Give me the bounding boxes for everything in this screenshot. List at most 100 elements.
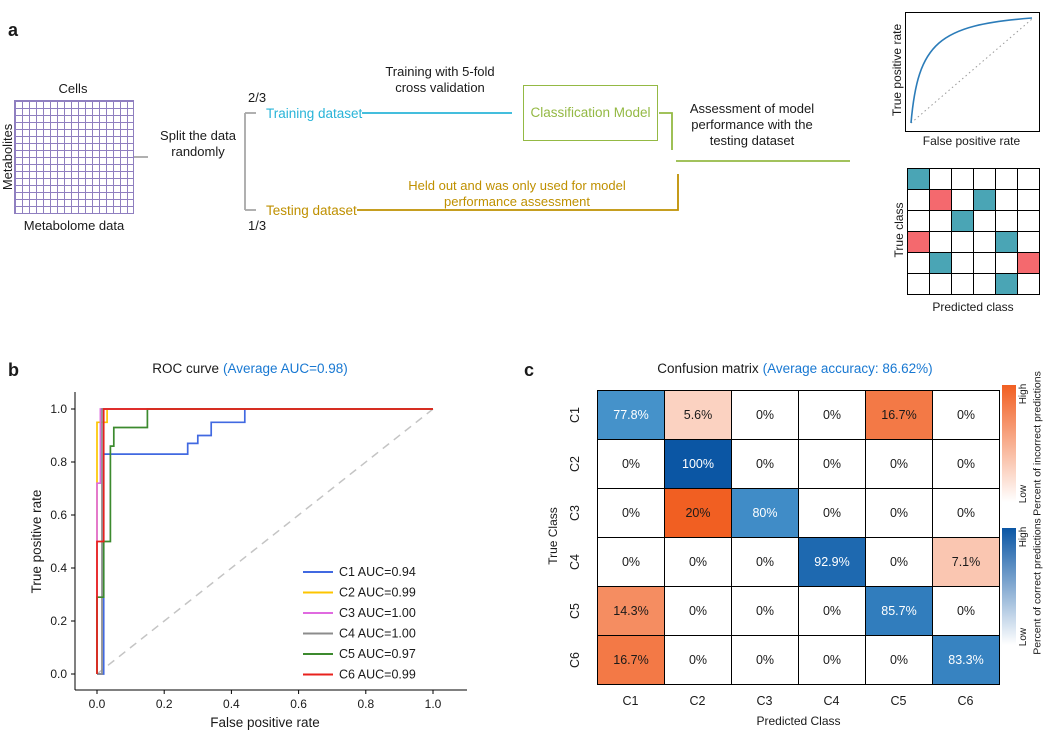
testing-fraction: 1/3: [248, 218, 267, 233]
confusion-cell: 0%: [798, 390, 866, 440]
confusion-row-label: C3: [568, 504, 582, 521]
confusion-cell: 80%: [731, 488, 799, 538]
training-dataset-label: Training dataset: [266, 106, 363, 121]
panel-b-label: b: [8, 360, 19, 380]
confusion-cell: 0%: [731, 586, 799, 636]
confusion-cell: 0%: [664, 635, 732, 685]
mini-matrix-cell: [907, 252, 930, 274]
panel-a-label: a: [8, 20, 19, 40]
confusion-col-label: C5: [890, 694, 907, 708]
confusion-cell: 0%: [798, 635, 866, 685]
mini-matrix-cell: [973, 252, 996, 274]
x-tick-label: 0.6: [290, 697, 307, 711]
mini-matrix-cell: [995, 231, 1018, 253]
classification-model-label: Classification Model: [530, 104, 651, 120]
confusion-cell: 92.9%: [798, 537, 866, 587]
y-tick-label: 0.2: [50, 614, 67, 628]
confusion-cell: 0%: [731, 635, 799, 685]
y-tick-label: 0.6: [50, 508, 67, 522]
mini-matrix-cell: [1017, 252, 1040, 274]
confusion-col-label: C4: [823, 694, 840, 708]
chance-diagonal: [96, 408, 434, 675]
confusion-cell: 77.8%: [597, 390, 665, 440]
mini-matrix-cell: [907, 273, 930, 295]
mini-matrix-cell: [995, 189, 1018, 211]
y-tick-label: 0.4: [50, 561, 67, 575]
confusion-title: Confusion matrix (Average accuracy: 86.62…: [575, 361, 1015, 376]
x-tick-label: 0.2: [156, 697, 173, 711]
mini-matrix-cell: [995, 252, 1018, 274]
confusion-cell: 0%: [731, 537, 799, 587]
metabolome-grid: [14, 100, 134, 214]
mini-confusion-box: [907, 168, 1040, 295]
x-tick-label: 0.0: [89, 697, 106, 711]
legend-entry: C6 AUC=0.99: [339, 668, 416, 682]
colorbar-correct-label: Percent of correct predictions: [1031, 518, 1044, 655]
mini-confusion-table: [907, 168, 1040, 295]
confusion-cell: 0%: [932, 439, 1000, 489]
confusion-cell: 20%: [664, 488, 732, 538]
confusion-cell: 0%: [798, 488, 866, 538]
cells-label: Cells: [58, 81, 88, 96]
mini-matrix-cell: [929, 189, 952, 211]
confusion-cell: 5.6%: [664, 390, 732, 440]
roc-series-line: [96, 408, 433, 674]
mini-matrix-cell: [929, 273, 952, 295]
roc-title-auc: (Average AUC=0.98): [223, 361, 348, 376]
confusion-row-label: C4: [568, 553, 582, 570]
testing-note: Held out and was only used for model per…: [408, 178, 626, 209]
roc-xlabel: False positive rate: [210, 715, 320, 730]
roc-title: ROC curve (Average AUC=0.98): [40, 361, 460, 376]
mini-confusion-ylabel: True class: [892, 202, 906, 258]
colorbar-correct-low: Low: [1018, 627, 1029, 647]
mini-matrix-cell: [1017, 231, 1040, 253]
y-tick-label: 0.0: [50, 667, 67, 681]
mini-matrix-cell: [907, 210, 930, 232]
model-output-arrow: [659, 112, 673, 150]
confusion-cell: 0%: [731, 390, 799, 440]
confusion-cell: 0%: [798, 439, 866, 489]
mini-matrix-cell: [973, 231, 996, 253]
training-note: Training with 5-fold cross validation: [385, 64, 495, 95]
confusion-row-label: C2: [568, 455, 582, 472]
confusion-matrix-area: 77.8% 5.6% 0% 0% 16.7% 0% 0% 100% 0% 0% 0% 0% 0% 20% 8…: [597, 390, 1000, 685]
confusion-cell: 0%: [865, 537, 933, 587]
mini-roc-xlabel: False positive rate: [922, 134, 1021, 148]
y-tick-label: 1.0: [50, 402, 67, 416]
confusion-cell: 7.1%: [932, 537, 1000, 587]
confusion-cell: 0%: [664, 586, 732, 636]
mini-matrix-cell: [929, 252, 952, 274]
confusion-cell: 0%: [597, 439, 665, 489]
mini-matrix-cell: [951, 273, 974, 295]
mini-matrix-cell: [973, 273, 996, 295]
colorbar-correct-bar: [1002, 528, 1016, 645]
legend-entry: C5 AUC=0.97: [339, 647, 416, 661]
colorbar-incorrect-high: High: [1018, 383, 1029, 405]
confusion-ylabel: True Class: [546, 507, 560, 565]
confusion-cell: 0%: [865, 439, 933, 489]
mini-matrix-cell: [1017, 210, 1040, 232]
mini-matrix-cell: [907, 231, 930, 253]
confusion-cell: 0%: [731, 439, 799, 489]
x-tick-label: 0.8: [357, 697, 374, 711]
roc-title-text: ROC curve: [152, 361, 220, 376]
classification-model-box: Classification Model: [523, 85, 658, 141]
mini-matrix-cell: [973, 189, 996, 211]
confusion-col-label: C3: [756, 694, 773, 708]
confusion-cell: 0%: [932, 390, 1000, 440]
mini-matrix-cell: [907, 168, 930, 190]
roc-ylabel: True positive rate: [29, 490, 44, 594]
confusion-title-text: Confusion matrix: [657, 361, 759, 376]
mini-roc-box: [905, 12, 1040, 132]
mini-matrix-cell: [951, 189, 974, 211]
confusion-col-label: C6: [957, 694, 974, 708]
confusion-row-labels: C1 C2 C3 C4 C5 C6: [558, 390, 594, 684]
mini-matrix-cell: [995, 210, 1018, 232]
testing-dataset-label: Testing dataset: [266, 203, 357, 218]
confusion-cell: 16.7%: [865, 390, 933, 440]
mini-matrix-cell: [929, 168, 952, 190]
assessment-note: Assessment of model performance with the…: [689, 101, 815, 148]
mini-matrix-cell: [995, 168, 1018, 190]
split-label: Split the data randomly: [160, 128, 236, 159]
